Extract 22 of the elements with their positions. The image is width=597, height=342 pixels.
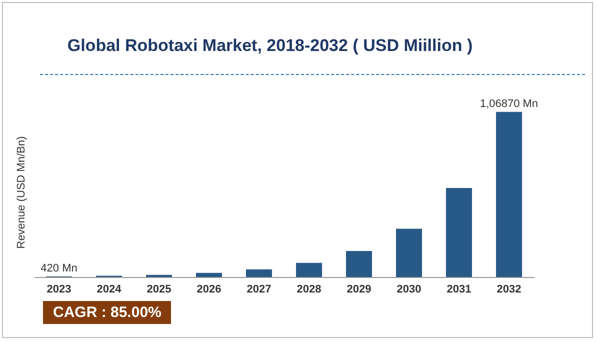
x-tick-label: 2024 bbox=[96, 284, 122, 296]
bar bbox=[446, 188, 472, 277]
x-tick-label: 2025 bbox=[146, 284, 172, 296]
x-tick-label: 2028 bbox=[296, 284, 322, 296]
x-tick-label: 2027 bbox=[246, 284, 272, 296]
x-tick-label: 2031 bbox=[446, 284, 472, 296]
x-tick-label: 2029 bbox=[346, 284, 372, 296]
data-label: 1,06870 Mn bbox=[480, 98, 538, 110]
x-tick-label: 2032 bbox=[496, 284, 522, 296]
y-axis-title: Revenue (USD Mn/Bn) bbox=[16, 136, 28, 249]
x-tick-label: 2026 bbox=[196, 284, 222, 296]
bar bbox=[396, 228, 422, 277]
chart-title: Global Robotaxi Market, 2018-2032 ( USD Miillion ) bbox=[66, 36, 474, 56]
x-tick-label: 2030 bbox=[396, 284, 422, 296]
bar bbox=[346, 251, 372, 277]
bar bbox=[196, 272, 222, 277]
bar bbox=[246, 269, 272, 277]
x-tick-label: 2023 bbox=[46, 284, 72, 296]
data-label: 420 Mn bbox=[40, 262, 78, 274]
text: CAGR : 85.00% bbox=[43, 301, 172, 324]
bar bbox=[496, 112, 522, 277]
bar bbox=[296, 262, 322, 277]
